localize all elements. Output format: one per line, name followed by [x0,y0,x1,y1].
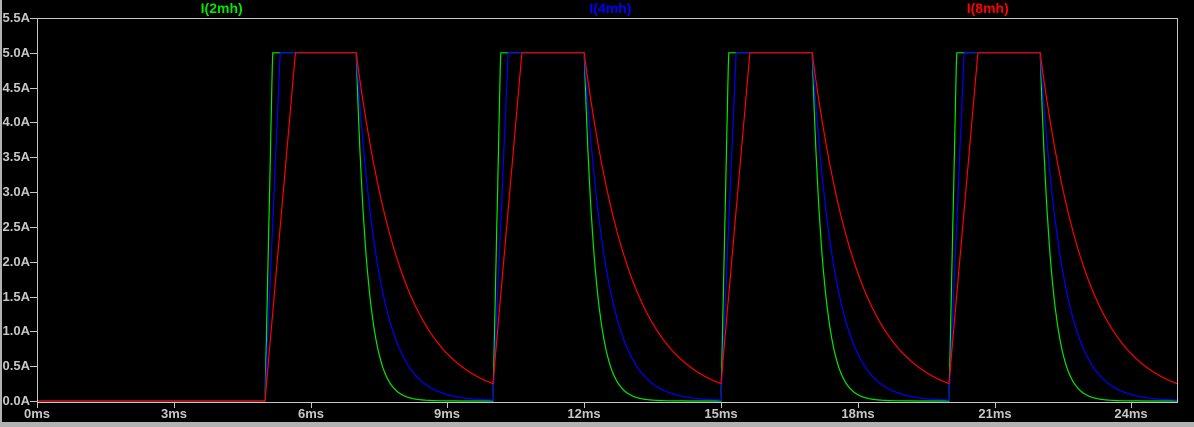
y-tick [30,227,37,228]
y-tick-label: 2.5A [2,219,30,234]
y-tick-label: 1.0A [2,323,30,338]
y-tick [30,53,37,54]
y-tick [30,18,37,19]
x-tick [584,402,585,408]
y-tick [30,192,37,193]
y-tick [30,262,37,263]
x-tick-label: 9ms [433,406,461,421]
y-tick [30,157,37,158]
trace-i8mh [37,52,1178,402]
plot-area[interactable] [37,18,1178,403]
x-tick [995,402,996,408]
x-tick [174,402,175,408]
legend-label-i8mh[interactable]: I(8mh) [966,0,1009,16]
y-tick-label: 2.0A [2,254,30,269]
y-tick-label: 5.5A [2,10,30,25]
y-tick [30,297,37,298]
x-tick-label: 3ms [160,406,188,421]
x-tick [311,402,312,408]
y-tick-label: 3.5A [2,149,30,164]
y-tick [30,331,37,332]
x-tick-label: 6ms [297,406,325,421]
x-tick-label: 18ms [841,406,875,421]
y-tick-label: 1.5A [2,289,30,304]
y-tick [30,88,37,89]
y-tick-label: 4.5A [2,80,30,95]
x-tick-label: 24ms [1114,406,1148,421]
x-tick-label: 12ms [567,406,601,421]
x-tick-label: 15ms [704,406,738,421]
x-tick [447,402,448,408]
window-edge-bottom [0,422,1194,427]
legend-label-i2mh[interactable]: I(2mh) [200,0,243,16]
y-tick-label: 0.0A [2,393,30,408]
x-tick-label: 0ms [23,406,51,421]
x-tick [858,402,859,408]
window-edge-left [0,0,2,427]
x-tick-label: 21ms [978,406,1012,421]
y-tick-label: 3.0A [2,184,30,199]
y-tick [30,122,37,123]
y-tick-label: 5.0A [2,45,30,60]
x-tick [37,402,38,408]
y-tick-label: 4.0A [2,114,30,129]
y-tick-label: 0.5A [2,358,30,373]
y-tick [30,366,37,367]
x-tick [721,402,722,408]
x-tick [1131,402,1132,408]
y-tick [30,401,37,402]
legend-label-i4mh[interactable]: I(4mh) [589,0,632,16]
